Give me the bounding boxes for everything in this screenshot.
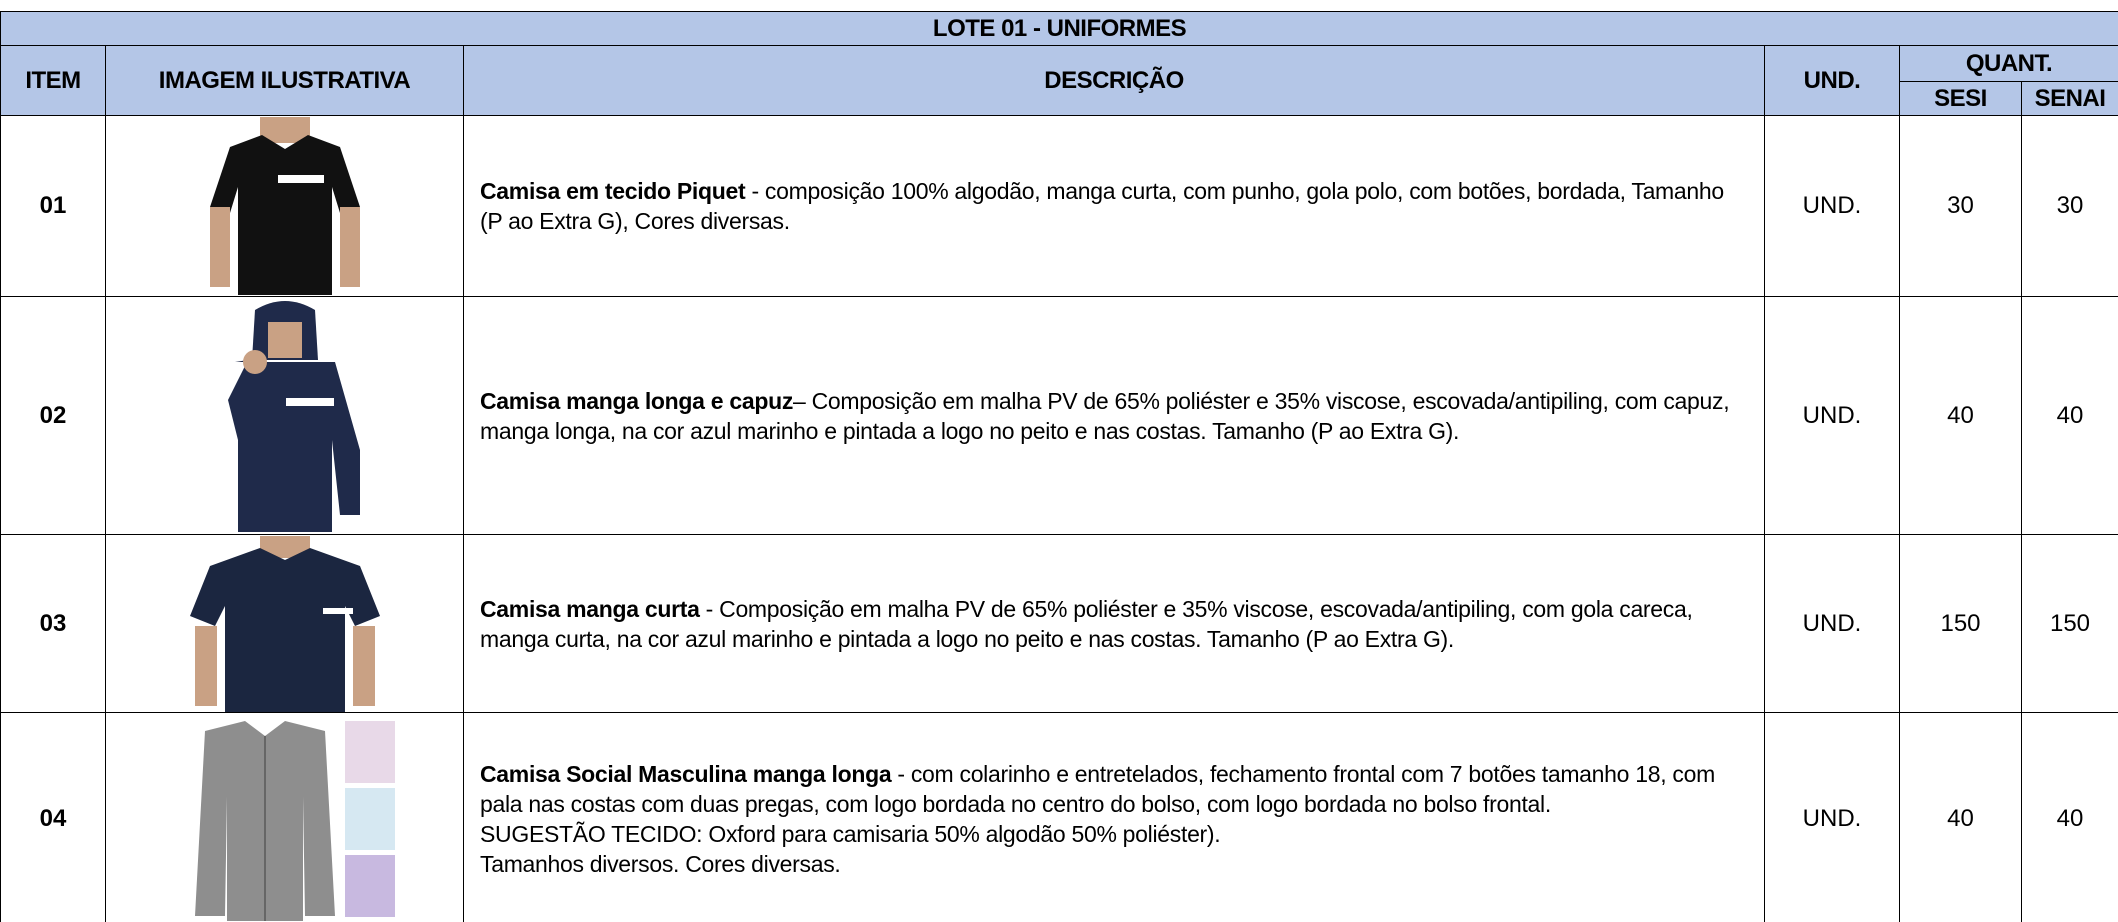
quantity-sesi: 150 bbox=[1899, 534, 2022, 713]
item-number: 04 bbox=[0, 712, 106, 922]
description-title: Camisa manga longa e capuz bbox=[480, 387, 794, 414]
quantity-sesi: 40 bbox=[1899, 712, 2022, 922]
quantity-sesi: 30 bbox=[1899, 115, 2022, 297]
table-title: LOTE 01 - UNIFORMES bbox=[0, 11, 2118, 46]
quantity-sesi: 40 bbox=[1899, 296, 2022, 535]
description-line: Tamanhos diversos. Cores diversas. bbox=[480, 850, 841, 877]
header-description: DESCRIÇÃO bbox=[463, 45, 1765, 116]
quantity-senai: 30 bbox=[2020, 115, 2118, 297]
item-number: 01 bbox=[0, 115, 106, 297]
unit: UND. bbox=[1764, 115, 1900, 297]
table-row: 02 Camisa manga longa e capuz– Composição… bbox=[0, 296, 2118, 535]
description: Camisa Social Masculina manga longa - co… bbox=[463, 712, 1765, 922]
unit: UND. bbox=[1764, 296, 1900, 535]
description-line: SUGESTÃO TECIDO: Oxford para camisaria 5… bbox=[480, 820, 1221, 847]
shirt-image bbox=[227, 300, 360, 532]
description-title: Camisa em tecido Piquet bbox=[480, 178, 746, 204]
image-cell bbox=[105, 534, 464, 713]
header-quantity: QUANT. bbox=[1898, 45, 2118, 82]
quantity-senai: 150 bbox=[2020, 534, 2118, 713]
table-row: 04 Camisa Social Masculina manga longa - … bbox=[0, 712, 2118, 922]
table-row: 03 Camisa manga curta - Composição em mal… bbox=[0, 534, 2118, 713]
header-image: IMAGEM ILUSTRATIVA bbox=[105, 45, 464, 116]
header-sesi: SESI bbox=[1899, 81, 2022, 116]
shirt-image bbox=[194, 721, 395, 921]
description-title: Camisa Social Masculina manga longa bbox=[480, 760, 892, 787]
quantity-senai: 40 bbox=[2020, 296, 2118, 535]
image-cell bbox=[105, 712, 464, 922]
shirt-image bbox=[189, 535, 380, 712]
item-number: 02 bbox=[0, 296, 106, 535]
description-text: - Composição em malha PV de 65% poliéste… bbox=[480, 595, 1693, 652]
header-senai: SENAI bbox=[2020, 81, 2118, 116]
image-cell bbox=[105, 296, 464, 535]
description-text: - composição 100% algodão, manga curta, … bbox=[480, 178, 1724, 234]
description: Camisa em tecido Piquet - composição 100… bbox=[463, 115, 1765, 297]
table-row: 01 Camisa em tecido Piquet - composição 1… bbox=[0, 115, 2118, 297]
item-number: 03 bbox=[0, 534, 106, 713]
description-text: - com colarinho e entretelados, fechamen… bbox=[480, 760, 1715, 817]
description: Camisa manga curta - Composição em malha… bbox=[463, 534, 1765, 713]
header-unit: UND. bbox=[1764, 45, 1900, 116]
description-title: Camisa manga curta bbox=[480, 595, 700, 622]
header-item: ITEM bbox=[0, 45, 106, 116]
table-container: LOTE 01 - UNIFORMES ITEM IMAGEM ILUSTRAT… bbox=[0, 11, 2118, 922]
shirt-image bbox=[209, 117, 360, 295]
unit: UND. bbox=[1764, 712, 1900, 922]
items-table: LOTE 01 - UNIFORMES ITEM IMAGEM ILUSTRAT… bbox=[0, 11, 2118, 922]
unit: UND. bbox=[1764, 534, 1900, 713]
table-body: 01 Camisa em tecido Piquet - composição 1… bbox=[0, 115, 2118, 922]
description-text: – Composição em malha PV de 65% poliéste… bbox=[480, 387, 1730, 444]
image-cell bbox=[105, 115, 464, 297]
description: Camisa manga longa e capuz– Composição e… bbox=[463, 296, 1765, 535]
quantity-senai: 40 bbox=[2020, 712, 2118, 922]
